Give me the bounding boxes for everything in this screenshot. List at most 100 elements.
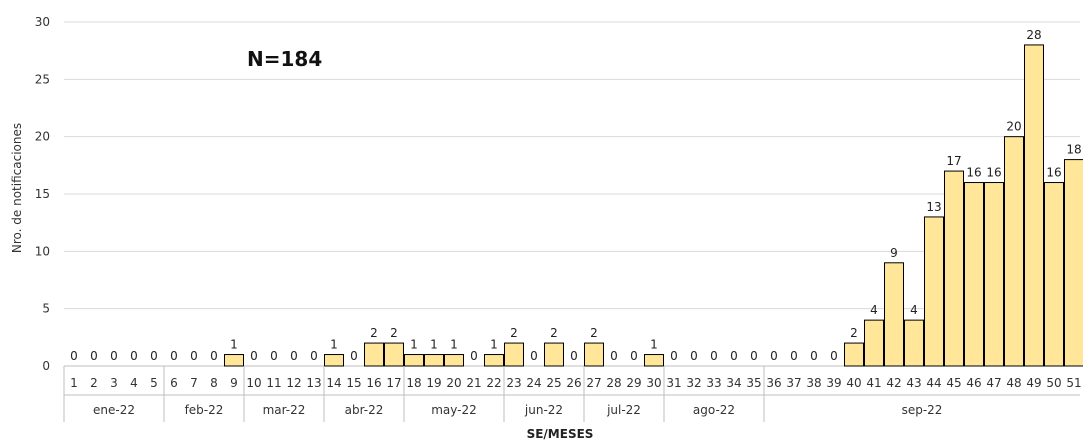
data-label: 0	[150, 349, 158, 363]
x-tick-label: 51	[1066, 376, 1081, 390]
data-label: 0	[710, 349, 718, 363]
data-label: 1	[650, 338, 658, 352]
data-label: 0	[670, 349, 678, 363]
data-label: 2	[370, 326, 378, 340]
x-tick-label: 39	[826, 376, 841, 390]
bar	[1045, 183, 1064, 366]
x-tick-label: 12	[286, 376, 301, 390]
x-axis-ticks: 1 2 3 4 5 6 7 8 9 10 11 12 13 14 15 16 17 18 19 20 21 22 23 24 2…	[70, 376, 1083, 390]
x-tick-label: 11	[266, 376, 281, 390]
x-tick-label: 4	[130, 376, 138, 390]
data-label: 0	[210, 349, 218, 363]
x-tick-label: 50	[1046, 376, 1061, 390]
bar	[1025, 45, 1044, 366]
bar	[425, 355, 444, 366]
data-label: 1	[330, 338, 338, 352]
y-tick-label: 20	[35, 130, 50, 144]
data-label: 16	[986, 166, 1001, 180]
month-label: may-22	[431, 403, 477, 417]
x-tick-label: 30	[646, 376, 661, 390]
data-label: 0	[770, 349, 778, 363]
x-tick-label: 8	[210, 376, 218, 390]
x-tick-label: 2	[90, 376, 98, 390]
x-tick-label: 32	[686, 376, 701, 390]
data-label: 0	[290, 349, 298, 363]
data-label: 0	[530, 349, 538, 363]
data-label: 0	[70, 349, 78, 363]
x-tick-label: 23	[506, 376, 521, 390]
x-tick-label: 24	[526, 376, 541, 390]
bar	[885, 263, 904, 366]
y-tick-label: 0	[42, 359, 50, 373]
x-tick-label: 28	[606, 376, 621, 390]
x-tick-label: 21	[466, 376, 481, 390]
data-label: 2	[390, 326, 398, 340]
x-tick-label: 20	[446, 376, 461, 390]
x-tick-label: 19	[426, 376, 441, 390]
data-label: 4	[910, 303, 918, 317]
x-tick-label: 29	[626, 376, 641, 390]
y-tick-label: 10	[35, 244, 50, 258]
data-label: 0	[810, 349, 818, 363]
bar	[505, 343, 524, 366]
bar	[365, 343, 384, 366]
data-label: 0	[470, 349, 478, 363]
x-tick-label: 41	[866, 376, 881, 390]
bars	[225, 45, 1083, 366]
x-tick-label: 44	[926, 376, 941, 390]
month-label: jul-22	[606, 403, 641, 417]
data-label: 0	[570, 349, 578, 363]
y-tick-label: 5	[42, 302, 50, 316]
bar	[325, 355, 344, 366]
data-label: 0	[690, 349, 698, 363]
data-label: 17	[946, 154, 961, 168]
total-annotation: N=184	[247, 47, 322, 71]
bar	[445, 355, 464, 366]
bar	[985, 183, 1004, 366]
data-label: 0	[190, 349, 198, 363]
bar	[845, 343, 864, 366]
data-label: 0	[730, 349, 738, 363]
x-tick-label: 6	[170, 376, 178, 390]
data-label: 0	[270, 349, 278, 363]
data-label: 18	[1066, 143, 1081, 157]
data-label: 1	[450, 338, 458, 352]
data-label: 4	[870, 303, 878, 317]
bar	[485, 355, 504, 366]
data-label: 1	[410, 338, 418, 352]
bar	[645, 355, 664, 366]
x-tick-label: 10	[246, 376, 261, 390]
month-label: jun-22	[524, 403, 563, 417]
data-label: 0	[310, 349, 318, 363]
month-label: abr-22	[345, 403, 384, 417]
y-tick-label: 15	[35, 187, 50, 201]
data-label: 0	[130, 349, 138, 363]
data-label: 0	[750, 349, 758, 363]
x-tick-label: 38	[806, 376, 821, 390]
month-label: ago-22	[693, 403, 735, 417]
bar	[545, 343, 564, 366]
data-label: 1	[490, 338, 498, 352]
bar	[405, 355, 424, 366]
data-label: 0	[790, 349, 798, 363]
x-tick-label: 9	[230, 376, 238, 390]
bar	[925, 217, 944, 366]
x-axis-label: SE/MESES	[527, 427, 594, 441]
x-tick-label: 34	[726, 376, 741, 390]
data-label: 2	[550, 326, 558, 340]
bar	[1005, 137, 1024, 366]
x-tick-label: 48	[1006, 376, 1021, 390]
data-label: 2	[510, 326, 518, 340]
bar	[1065, 160, 1083, 366]
x-tick-label: 7	[190, 376, 198, 390]
bar	[945, 171, 964, 366]
x-tick-label: 40	[846, 376, 861, 390]
x-tick-label: 17	[386, 376, 401, 390]
x-tick-label: 3	[110, 376, 118, 390]
data-label: 9	[890, 246, 898, 260]
data-label: 0	[170, 349, 178, 363]
bar	[965, 183, 984, 366]
data-label: 0	[610, 349, 618, 363]
x-tick-label: 46	[966, 376, 981, 390]
x-tick-label: 35	[746, 376, 761, 390]
